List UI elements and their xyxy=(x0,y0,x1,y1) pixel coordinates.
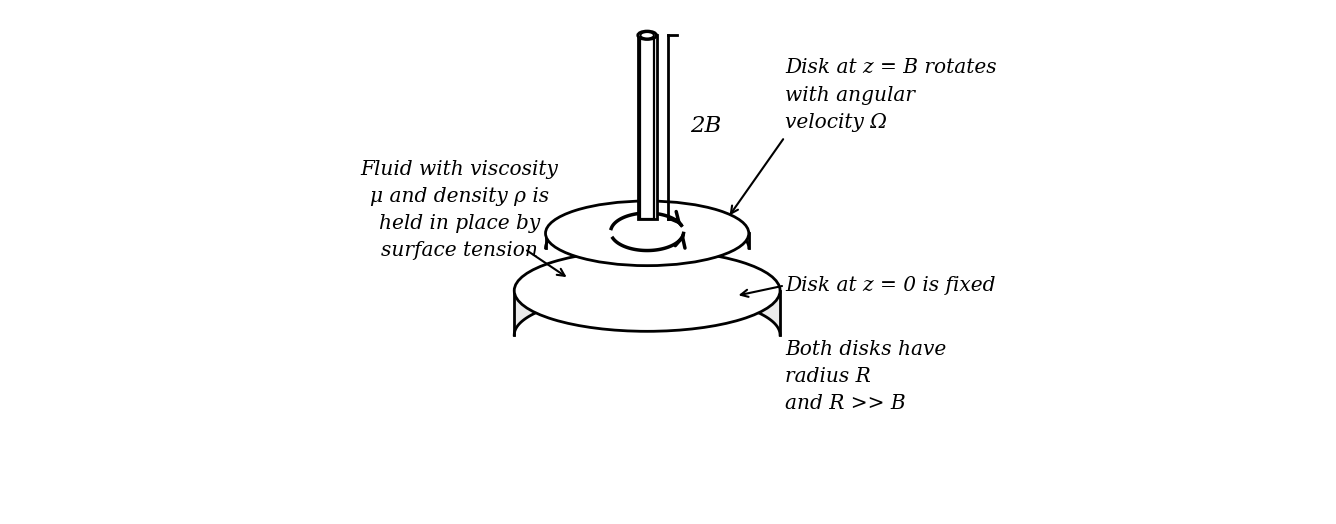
Ellipse shape xyxy=(640,32,653,38)
Text: Fluid with viscosity
μ and density ρ is
held in place by
surface tension: Fluid with viscosity μ and density ρ is … xyxy=(361,159,558,260)
Ellipse shape xyxy=(637,31,656,39)
Text: Both disks have
radius R
and R >> B: Both disks have radius R and R >> B xyxy=(786,340,946,413)
Text: 2B: 2B xyxy=(689,115,721,137)
Polygon shape xyxy=(640,35,653,219)
Polygon shape xyxy=(545,201,748,248)
Text: Disk at z = B rotates
with angular
velocity Ω: Disk at z = B rotates with angular veloc… xyxy=(786,59,997,132)
Ellipse shape xyxy=(514,250,780,331)
Polygon shape xyxy=(514,250,780,335)
Polygon shape xyxy=(637,35,656,219)
Ellipse shape xyxy=(545,201,748,266)
Text: Disk at z = 0 is fixed: Disk at z = 0 is fixed xyxy=(786,276,995,295)
